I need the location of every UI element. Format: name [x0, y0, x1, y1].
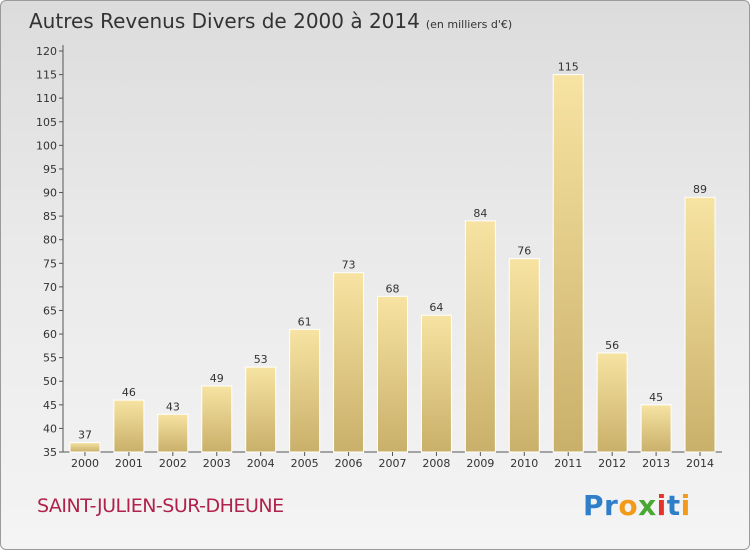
bar [157, 413, 189, 453]
bar [684, 196, 716, 453]
data-label: 49 [210, 372, 224, 385]
y-tick-label: 50 [43, 375, 57, 388]
y-tick-label: 100 [36, 139, 57, 152]
data-label: 115 [558, 61, 579, 74]
y-tick-label: 80 [43, 234, 57, 247]
y-tick-label: 110 [36, 92, 57, 105]
x-tick-label: 2004 [247, 457, 275, 470]
x-tick-label: 2006 [335, 457, 363, 470]
y-tick-label: 85 [43, 210, 57, 223]
data-label: 68 [386, 282, 400, 295]
y-tick-label: 35 [43, 446, 57, 459]
bar [289, 328, 321, 453]
x-tick-label: 2003 [203, 457, 231, 470]
city-name: SAINT-JULIEN-SUR-DHEUNE [37, 495, 284, 517]
bar [640, 404, 672, 453]
bar [377, 295, 408, 453]
x-tick-label: 2011 [554, 457, 582, 470]
bar [69, 442, 101, 453]
data-label: 37 [78, 429, 92, 442]
x-tick-label: 2002 [159, 457, 187, 470]
chart-title: Autres Revenus Divers de 2000 à 2014 (en … [29, 9, 512, 33]
bar [113, 399, 145, 453]
data-label: 89 [693, 183, 707, 196]
y-tick-label: 45 [43, 399, 57, 412]
x-tick-label: 2005 [291, 457, 319, 470]
y-tick-label: 90 [43, 187, 57, 200]
y-tick-label: 75 [43, 257, 57, 270]
proxiti-logo: Proxiti [583, 489, 691, 522]
data-label: 64 [429, 301, 443, 314]
x-tick-label: 2010 [510, 457, 538, 470]
y-tick-label: 55 [43, 352, 57, 365]
data-label: 53 [254, 353, 268, 366]
bar [552, 74, 584, 453]
bar [420, 314, 452, 453]
bar [245, 366, 277, 453]
data-label: 45 [649, 391, 663, 404]
x-tick-label: 2014 [686, 457, 714, 470]
data-label: 76 [517, 245, 531, 258]
x-tick-label: 2009 [466, 457, 494, 470]
bar [201, 385, 233, 453]
data-label: 43 [166, 400, 180, 413]
y-tick-label: 60 [43, 328, 57, 341]
bar-chart: 35 40 45 50 55 60 65 70 75 80 85 90 95 100 105 110 115 12… [36, 45, 722, 470]
data-label: 73 [342, 259, 356, 272]
x-tick-label: 2012 [598, 457, 626, 470]
data-label: 46 [122, 386, 136, 399]
y-tick-label: 115 [36, 69, 57, 82]
y-tick-label: 105 [36, 116, 57, 129]
chart-unit: (en milliers d'€) [425, 18, 513, 31]
x-tick-label: 2007 [379, 457, 407, 470]
x-tick-label: 2001 [115, 457, 143, 470]
bar [333, 272, 365, 453]
bar [464, 220, 496, 453]
x-tick-label: 2013 [642, 457, 670, 470]
y-tick-label: 65 [43, 304, 57, 317]
y-tick-label: 70 [43, 281, 57, 294]
data-label: 84 [473, 207, 487, 220]
bar [508, 258, 540, 453]
x-tick-label: 2008 [422, 457, 450, 470]
chart-title-text: Autres Revenus Divers de 2000 à 2014 [29, 9, 420, 33]
bar [596, 352, 628, 453]
data-label: 61 [298, 315, 312, 328]
y-tick-label: 40 [43, 422, 57, 435]
x-tick-label: 2000 [71, 457, 99, 470]
data-label: 56 [605, 339, 619, 352]
y-tick-label: 95 [43, 163, 57, 176]
y-tick-label: 120 [36, 45, 57, 58]
